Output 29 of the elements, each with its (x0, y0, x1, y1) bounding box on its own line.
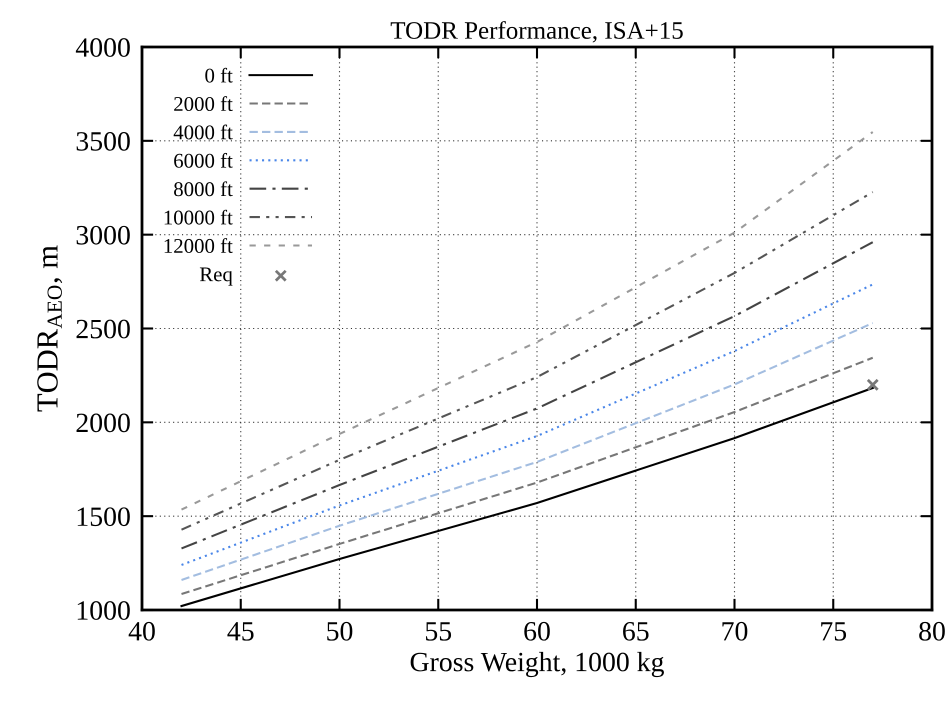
x-tick-label: 75 (821, 622, 846, 641)
y-tick-label: 2500 (76, 320, 130, 338)
legend-label: 6000 ft (174, 152, 233, 168)
y-tick-label: 1500 (78, 507, 130, 526)
legend-label: 0 ft (205, 68, 233, 83)
legend-label: 10000 ft (164, 210, 233, 225)
y-tick-label: 3000 (76, 226, 130, 245)
x-tick-label: 50 (327, 622, 352, 641)
x-tick-label: 70 (722, 622, 748, 641)
legend-label: 2000 ft (174, 96, 233, 112)
line-series (180, 322, 874, 582)
x-tick-label: 55 (426, 622, 452, 641)
y-tick-label: 3500 (76, 132, 130, 151)
x-tick-label: 65 (623, 622, 649, 641)
legend-label: Req (200, 268, 232, 286)
x-tick-label: 80 (919, 622, 945, 641)
y-tick-label: 4000 (76, 38, 130, 57)
legend-label: 8000 ft (174, 181, 233, 196)
legend-label: 4000 ft (174, 124, 233, 140)
x-tick-label: 60 (524, 622, 550, 641)
x-tick-label: 45 (227, 622, 254, 641)
x-axis-title: Gross Weight, 1000 kg (410, 652, 664, 678)
chart-title: TODR Performance, ISA+15 (390, 21, 683, 43)
legend-label: 12000 ft (164, 238, 233, 253)
y-tick-label: 2000 (76, 414, 130, 432)
x-tick-label: 40 (128, 622, 155, 641)
y-axis-title: TODR$_{AEO}$, m (37, 245, 62, 412)
y-tick-label: 1000 (78, 601, 130, 620)
line-series (180, 356, 874, 596)
